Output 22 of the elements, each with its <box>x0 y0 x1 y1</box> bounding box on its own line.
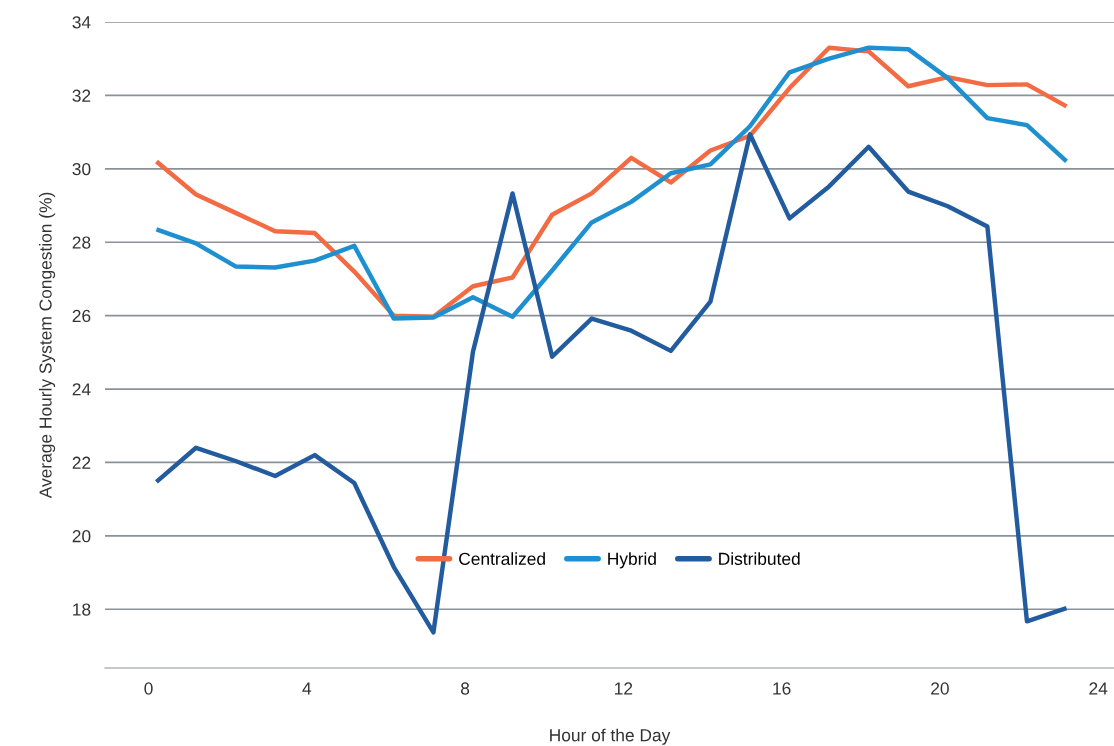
y-tick-label: 24 <box>72 383 91 396</box>
y-tick-label: 28 <box>72 236 91 249</box>
y-axis-title: Average Hourly System Congestion (%) <box>38 192 56 499</box>
x-tick-label: 0 <box>144 682 153 695</box>
x-tick-label: 20 <box>931 682 949 695</box>
legend-label: Distributed <box>719 552 800 565</box>
x-tick-label: 24 <box>1089 682 1108 695</box>
y-tick-label: 26 <box>72 309 91 323</box>
x-axis-title: Hour of the Day <box>550 728 671 745</box>
x-tick-label: 16 <box>773 682 791 695</box>
y-tick-label: 32 <box>72 89 91 102</box>
y-tick-label: 34 <box>72 16 91 29</box>
line-series <box>154 132 1069 635</box>
y-tick-label: 18 <box>73 603 91 616</box>
x-tick-label: 12 <box>615 682 633 695</box>
y-tick-label: 20 <box>72 530 91 543</box>
legend-label: Hybrid <box>608 552 656 569</box>
x-tick-label: 8 <box>461 682 470 695</box>
x-tick-label: 4 <box>302 682 312 695</box>
y-tick-label: 30 <box>72 162 91 176</box>
y-tick-label: 22 <box>72 456 91 469</box>
legend-label: Centralized <box>459 552 545 565</box>
